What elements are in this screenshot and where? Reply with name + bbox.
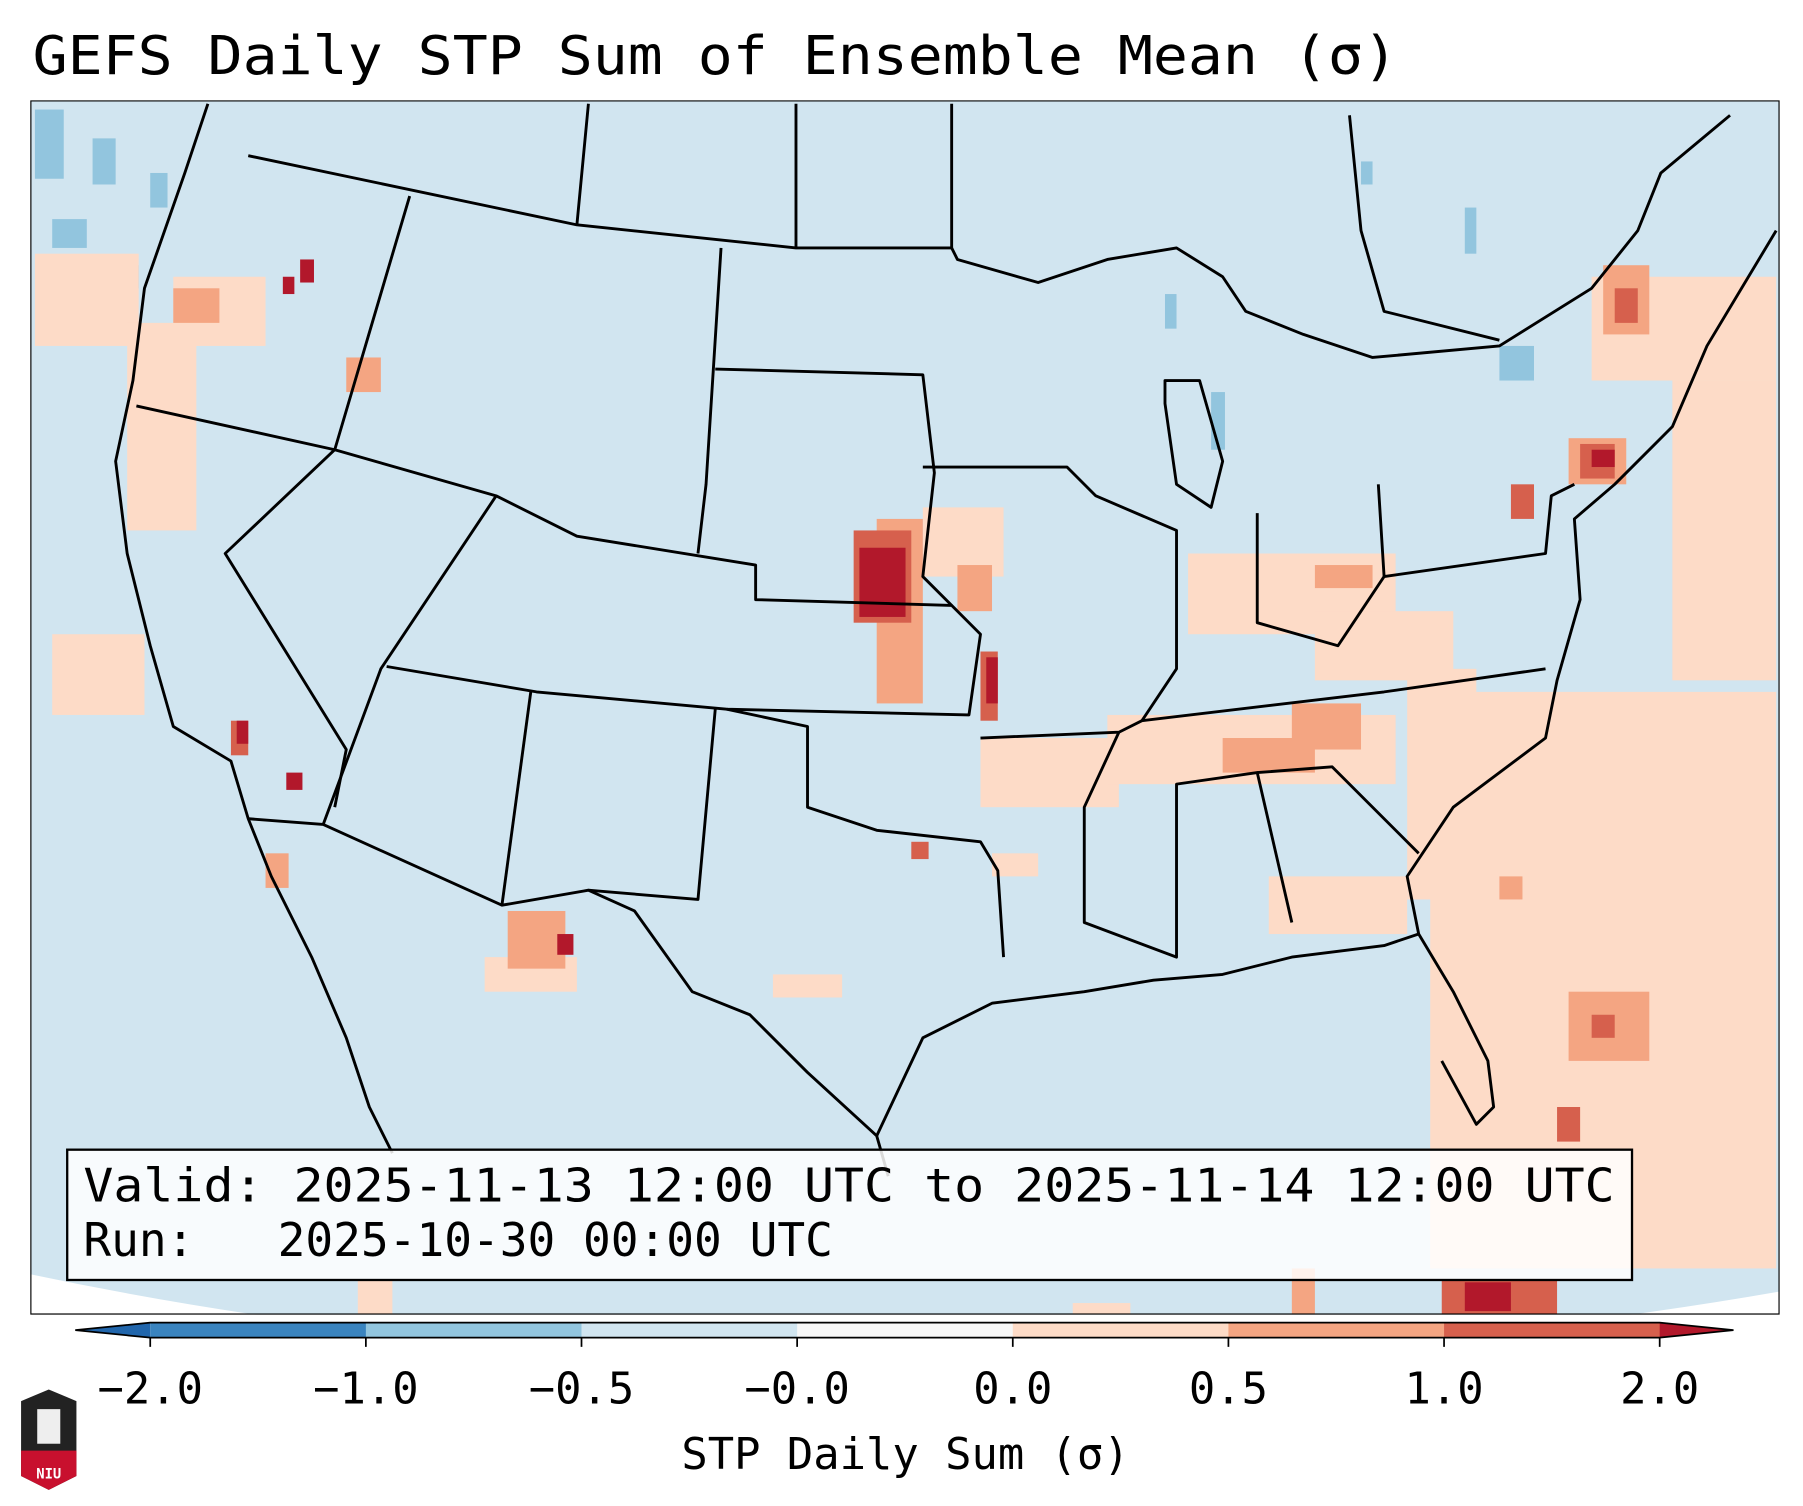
colorbar-tick-label: 0.5 — [1189, 1363, 1268, 1414]
colorbar-tick-label: −1.0 — [313, 1363, 418, 1414]
colorbar-tick-label: 0.0 — [973, 1363, 1052, 1414]
colorbar-segment — [581, 1322, 798, 1338]
colorbar-extend-high — [1659, 1322, 1734, 1338]
colorbar-segment — [1228, 1322, 1445, 1338]
colorbar-tick-label: 1.0 — [1404, 1363, 1483, 1414]
chart-title: GEFS Daily STP Sum of Ensemble Mean (σ) — [33, 25, 1398, 87]
colorbar-segment — [1444, 1322, 1661, 1338]
run-time-text: Run: 2025-10-30 00:00 UTC — [83, 1213, 833, 1267]
niu-logo: NIU — [21, 1389, 77, 1490]
colorbar: −2.0 −1.0 −0.5 −0.0 0.0 0.5 1.0 2.0 — [75, 1321, 1734, 1414]
colorbar-tick-label: −0.0 — [744, 1363, 849, 1414]
colorbar-extend-low — [75, 1322, 151, 1338]
colorbar-tick-label: 2.0 — [1620, 1363, 1699, 1414]
colorbar-tick-label: −0.5 — [529, 1363, 634, 1414]
info-box: Valid: 2025-11-13 12:00 UTC to 2025-11-1… — [66, 1148, 1634, 1282]
colorbar-segment — [1012, 1322, 1229, 1338]
colorbar-segment — [150, 1322, 367, 1338]
colorbar-segment — [365, 1322, 583, 1338]
valid-time-text: Valid: 2025-11-13 12:00 UTC to 2025-11-1… — [83, 1159, 1614, 1213]
colorbar-segment — [797, 1322, 1014, 1338]
colorbar-tick-label: −2.0 — [97, 1363, 202, 1414]
coastlines-and-borders — [114, 103, 1778, 1177]
colorbar-label: STP Daily Sum (σ) — [681, 1429, 1129, 1480]
map — [30, 100, 1780, 1315]
logo-text: NIU — [36, 1466, 61, 1482]
map-domain — [30, 100, 1780, 1315]
